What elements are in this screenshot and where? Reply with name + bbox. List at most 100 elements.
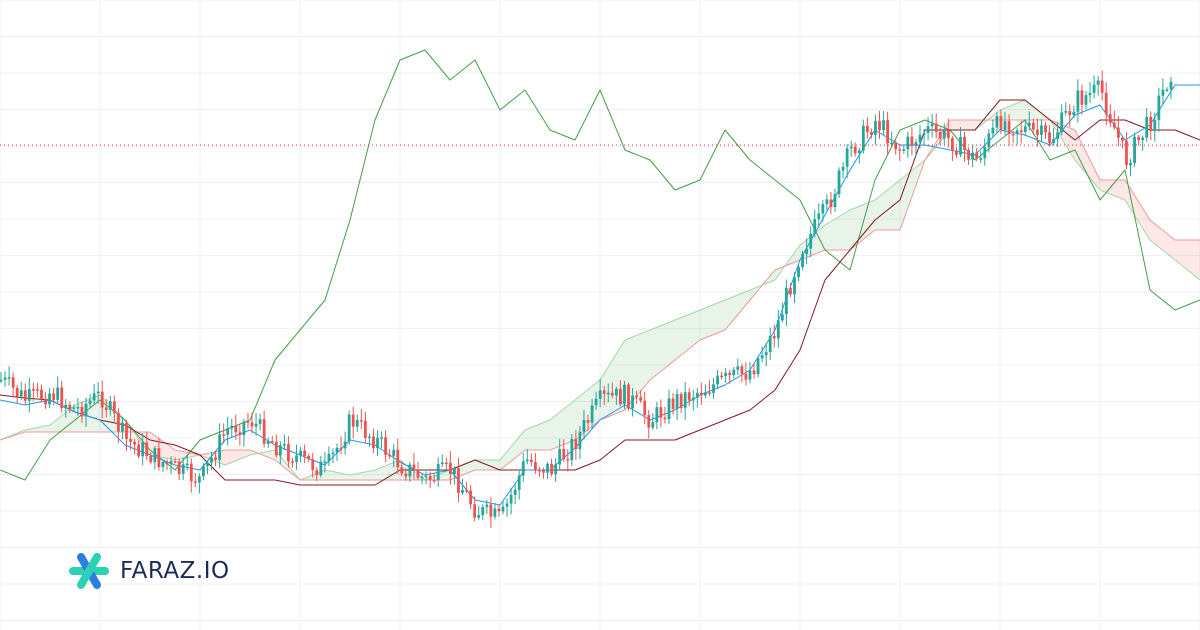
candle-bear	[853, 146, 857, 154]
candle-bull	[7, 377, 11, 379]
candle-bull	[121, 422, 124, 432]
candle-bull	[841, 166, 845, 171]
candle-bull	[424, 475, 428, 478]
candle-bear	[291, 461, 294, 463]
candle-bull	[1076, 90, 1080, 112]
candle-bull	[1023, 126, 1027, 133]
candle-bull	[768, 336, 772, 353]
candle-bear	[955, 150, 958, 155]
candle-bear	[351, 414, 355, 427]
candle-bull	[266, 441, 270, 444]
candle-bull	[817, 213, 821, 220]
candle-bull	[704, 392, 707, 396]
candle-bull	[890, 142, 894, 145]
candle-bull	[1084, 95, 1088, 105]
candle-bear	[416, 469, 420, 478]
candle-bear	[372, 436, 375, 449]
candle-bear	[428, 475, 432, 480]
candle-bear	[938, 131, 942, 139]
candle-bear	[865, 125, 869, 133]
candle-bull	[453, 468, 456, 475]
candle-bull	[667, 398, 671, 420]
candle-bear	[542, 470, 545, 473]
candle-bull	[793, 277, 796, 295]
candle-bear	[15, 387, 19, 397]
cloud-segment	[700, 300, 725, 340]
candle-bear	[720, 375, 724, 378]
candle-bull	[825, 199, 829, 205]
candle-bear	[975, 152, 979, 159]
candle-bear	[1019, 130, 1023, 133]
candle-bull	[477, 515, 481, 518]
candle-bull	[578, 431, 582, 450]
candle-bull	[736, 366, 740, 370]
candle-bear	[967, 150, 970, 160]
candle-bear	[647, 415, 651, 428]
candle-bull	[169, 461, 173, 465]
cloud-segment	[75, 395, 100, 432]
cloud-segment	[325, 470, 350, 480]
candle-bull	[748, 370, 752, 380]
candle-bull	[623, 384, 626, 405]
candle-bull	[517, 475, 521, 490]
candle-bull	[1003, 121, 1007, 131]
candle-bear	[1116, 127, 1120, 138]
candle-bear	[659, 407, 663, 418]
candle-bear	[1100, 80, 1104, 93]
candle-bull	[776, 320, 780, 339]
candle-bear	[222, 434, 226, 436]
candle-bear	[1036, 129, 1039, 135]
candle-bear	[1149, 116, 1153, 131]
candle-bull	[1157, 95, 1161, 120]
candle-bear	[384, 437, 388, 455]
candle-bear	[635, 395, 639, 398]
cloud-segment	[550, 400, 575, 450]
candle-bull	[590, 405, 594, 423]
candle-bull	[594, 398, 598, 406]
candle-bull	[1027, 122, 1031, 127]
candle-bear	[1112, 122, 1116, 128]
candle-bear	[80, 406, 84, 417]
candle-bull	[1040, 125, 1043, 135]
candle-bear	[627, 384, 630, 409]
candle-bull	[335, 447, 339, 453]
candle-bull	[849, 146, 853, 149]
candle-bull	[1052, 139, 1055, 143]
candle-bull	[501, 506, 505, 512]
candle-bull	[408, 464, 412, 477]
candle-bull	[1096, 80, 1100, 85]
candle-bull	[505, 503, 509, 507]
candle-bull	[210, 457, 213, 463]
candle-bear	[886, 120, 890, 144]
candle-bull	[1169, 81, 1173, 90]
candle-bull	[926, 126, 930, 134]
candle-bull	[833, 194, 837, 207]
candle-bull	[655, 407, 659, 423]
candle-bull	[582, 419, 586, 432]
candle-bull	[1056, 132, 1060, 140]
candle-bear	[177, 461, 181, 474]
cloud-segment	[600, 340, 625, 420]
candle-bear	[246, 421, 250, 424]
candle-bull	[902, 149, 906, 151]
candle-bear	[448, 462, 452, 475]
candle-bear	[1104, 92, 1108, 115]
candle-bull	[323, 461, 327, 463]
candle-bull	[906, 136, 910, 150]
candle-bull	[141, 442, 145, 457]
candle-bear	[400, 467, 404, 474]
candle-bull	[813, 219, 817, 234]
kijun-sen-line	[0, 99, 1200, 486]
candle-bear	[145, 442, 149, 456]
candle-bull	[716, 375, 719, 385]
candle-bull	[1165, 89, 1169, 91]
candle-bull	[971, 152, 975, 160]
candle-bear	[529, 459, 533, 463]
candle-bull	[918, 134, 922, 143]
candle-bull	[805, 248, 809, 255]
candle-bull	[983, 146, 987, 159]
candle-bear	[671, 398, 675, 409]
candle-bull	[56, 387, 60, 400]
candle-bull	[861, 125, 865, 151]
